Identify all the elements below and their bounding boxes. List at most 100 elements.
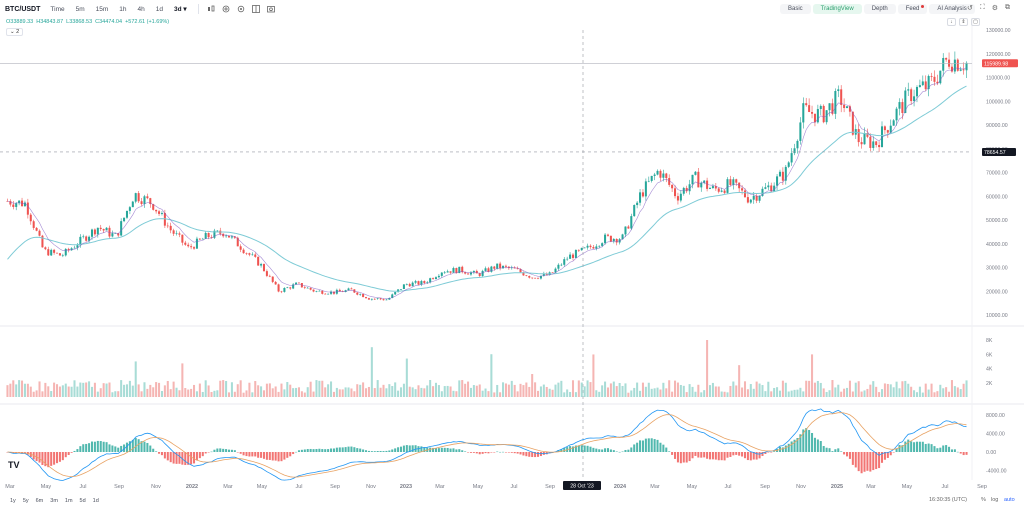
range-3m[interactable]: 3m xyxy=(50,497,58,504)
tf-4h[interactable]: 4h xyxy=(137,5,145,13)
volume-bar xyxy=(356,384,359,397)
macd-histogram-bar xyxy=(863,452,866,472)
range-5d[interactable]: 5d xyxy=(79,497,86,504)
tab-ai-analysis[interactable]: AI Analysis xyxy=(929,4,975,14)
candle-down xyxy=(99,227,102,230)
tab-feed[interactable]: Feed xyxy=(897,4,928,14)
candle-down xyxy=(878,145,881,148)
candle-up xyxy=(175,233,178,234)
macd-histogram-bar xyxy=(146,442,149,452)
scale-down-icon[interactable]: ↓ xyxy=(947,18,956,26)
scale-expand-icon[interactable]: ⇕ xyxy=(959,18,968,26)
macd-histogram-bar xyxy=(376,451,379,452)
volume-bar xyxy=(446,385,449,397)
volume-bar xyxy=(137,384,140,397)
candle-down xyxy=(685,187,688,192)
macd-histogram-bar xyxy=(356,448,359,452)
volume-bar xyxy=(496,384,499,397)
tf-1d[interactable]: 1d xyxy=(155,5,163,13)
range-6m[interactable]: 6m xyxy=(35,497,44,504)
settings-gear-icon[interactable]: ⚙ xyxy=(991,5,998,12)
candle-up xyxy=(563,259,566,265)
indicators-icon[interactable] xyxy=(222,5,231,14)
volume-bar xyxy=(811,354,814,397)
range-1y[interactable]: 1y xyxy=(10,497,16,504)
popout-icon[interactable]: ⧉ xyxy=(1005,4,1010,11)
volume-bar xyxy=(149,384,152,397)
candle-up xyxy=(569,254,572,259)
indicator-toggle[interactable]: ⌄ 2 xyxy=(6,28,24,36)
volume-bar xyxy=(589,382,592,397)
volume-bar xyxy=(531,374,534,397)
volume-bar xyxy=(434,382,438,397)
layout-icon[interactable] xyxy=(252,5,261,14)
symbol-label[interactable]: BTC/USDT xyxy=(5,5,41,13)
log-scale-toggle[interactable]: log xyxy=(991,497,999,503)
undo-icon[interactable]: ↺ xyxy=(966,5,973,12)
tab-basic[interactable]: Basic xyxy=(780,4,811,14)
tab-tradingview[interactable]: TradingView xyxy=(812,4,862,14)
volume-bar xyxy=(6,385,9,397)
volume-bar xyxy=(569,391,572,397)
macd-histogram-bar xyxy=(650,438,653,452)
macd-histogram-bar xyxy=(53,452,56,465)
macd-histogram-bar xyxy=(437,448,440,452)
macd-histogram-bar xyxy=(714,452,717,460)
macd-histogram-bar xyxy=(70,452,73,453)
macd-histogram-bar xyxy=(330,448,333,452)
macd-histogram-bar xyxy=(746,452,749,461)
macd-histogram-bar xyxy=(102,441,105,452)
macd-histogram-bar xyxy=(38,452,41,463)
macd-histogram-bar xyxy=(487,452,490,454)
volume-bar xyxy=(848,380,851,397)
macd-histogram-bar xyxy=(58,452,61,462)
macd-histogram-bar xyxy=(195,452,198,461)
candle-down xyxy=(324,293,327,295)
macd-histogram-bar xyxy=(248,452,251,457)
volume-bar xyxy=(936,391,939,397)
settings-icon[interactable] xyxy=(237,5,246,14)
range-1m[interactable]: 1m xyxy=(64,497,73,504)
macd-histogram-bar xyxy=(636,442,639,452)
snapshot-icon[interactable] xyxy=(267,5,276,14)
price-tick-label: 50000.00 xyxy=(986,218,1008,224)
macd-histogram-bar xyxy=(851,452,854,465)
auto-scale-toggle[interactable]: auto xyxy=(1004,497,1015,503)
macd-tick-label: 4000.00 xyxy=(986,432,1005,438)
macd-histogram-bar xyxy=(764,452,767,454)
candle-up xyxy=(694,171,697,175)
range-1d[interactable]: 1d xyxy=(92,497,99,504)
utc-clock[interactable]: 16:30:35 (UTC) xyxy=(929,497,967,503)
volume-bar xyxy=(335,387,338,397)
macd-histogram-bar xyxy=(962,452,965,456)
macd-histogram-bar xyxy=(507,452,510,453)
price-chart[interactable]: 130000.00 120000.00 110000.00 100000.00 9000… xyxy=(0,18,1024,493)
volume-bar xyxy=(703,390,706,397)
macd-histogram-bar xyxy=(125,442,128,452)
tf-5m[interactable]: 5m xyxy=(75,5,85,13)
tab-depth[interactable]: Depth xyxy=(863,4,896,14)
tf-time[interactable]: Time xyxy=(50,5,65,13)
candle-type-icon[interactable] xyxy=(207,5,216,14)
candle-down xyxy=(108,227,111,237)
percent-scale-toggle[interactable]: % xyxy=(981,497,986,503)
macd-histogram-bar xyxy=(245,452,248,457)
scale-reset-icon[interactable]: ▢ xyxy=(971,18,980,26)
volume-bar xyxy=(443,386,446,397)
fullscreen-icon[interactable]: ⛶ xyxy=(979,4,985,11)
macd-histogram-bar xyxy=(204,452,207,454)
candle-up xyxy=(598,245,601,247)
volume-bar xyxy=(761,385,764,397)
candle-down xyxy=(93,229,96,235)
tf-1h[interactable]: 1h xyxy=(119,5,127,13)
volume-bar xyxy=(746,389,749,397)
candle-down xyxy=(848,106,851,112)
tf-15m[interactable]: 15m xyxy=(95,5,109,13)
candle-down xyxy=(277,284,280,292)
macd-histogram-bar xyxy=(367,450,370,452)
range-5y[interactable]: 5y xyxy=(22,497,29,504)
volume-bar xyxy=(615,386,618,397)
tf-3d[interactable]: 3d ▾ xyxy=(173,6,187,13)
candle-down xyxy=(504,265,507,267)
macd-histogram-bar xyxy=(280,452,283,462)
